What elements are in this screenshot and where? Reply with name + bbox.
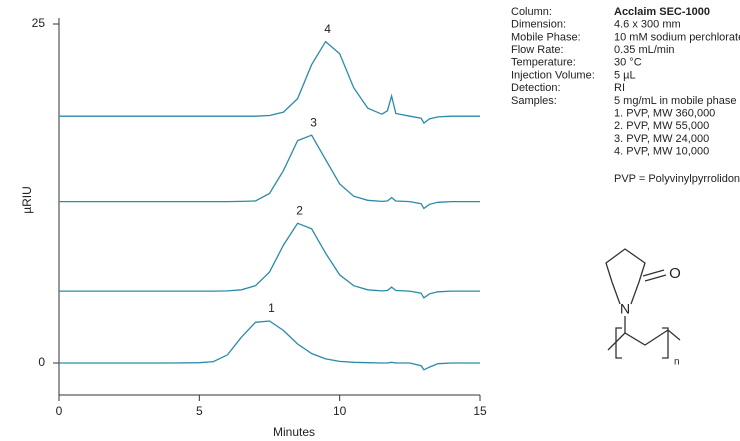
x-axis-label: Minutes xyxy=(273,425,315,439)
peak-label: 1 xyxy=(268,301,275,315)
bond xyxy=(642,269,665,277)
x-tick-label: 0 xyxy=(56,404,63,418)
trace xyxy=(59,222,480,299)
ring xyxy=(605,248,646,283)
trace xyxy=(59,320,480,371)
info-value: Acclaim SEC-1000 xyxy=(614,6,710,18)
trace xyxy=(59,40,480,124)
bond xyxy=(611,281,621,305)
info-panel: Column: Acclaim SEC-1000 Dimension: 4.6 x 3… xyxy=(511,6,740,185)
info-label: Dimension: xyxy=(511,19,566,31)
info-label: Mobile Phase: xyxy=(511,31,581,43)
x-tick-label: 10 xyxy=(333,404,347,418)
sample: 4. PVP, MW 10,000 xyxy=(614,146,709,158)
atom-label: N xyxy=(620,301,630,317)
info-value: 0.35 mL/min xyxy=(614,44,675,56)
info-value: 4.6 x 300 mm xyxy=(614,19,681,31)
info-value: 5 mg/mL in mobile phase xyxy=(614,95,737,107)
info-label: Temperature: xyxy=(511,57,576,69)
info-label: Samples: xyxy=(511,95,557,107)
x-tick-label: 15 xyxy=(473,404,487,418)
trace xyxy=(59,134,480,210)
info-value: RI xyxy=(614,82,625,94)
note: PVP = Polyvinylpyrrolidone xyxy=(614,173,740,185)
peak-label: 3 xyxy=(310,115,317,129)
subscript: n xyxy=(674,357,680,368)
y-tick-label: 25 xyxy=(32,16,46,30)
y-tick-label: 0 xyxy=(38,355,45,369)
sample: 1. PVP, MW 360,000 xyxy=(614,108,715,120)
bond xyxy=(644,274,667,282)
bracket xyxy=(662,327,669,359)
info-value: 5 µL xyxy=(614,69,636,81)
y-axis-label: µRIU xyxy=(20,186,34,214)
bracket xyxy=(615,327,622,359)
info-value: 30 °C xyxy=(614,57,642,69)
info-label: Detection: xyxy=(511,82,561,94)
sample: 3. PVP, MW 24,000 xyxy=(614,133,709,145)
info-label: Flow Rate: xyxy=(511,44,564,56)
info-value: 10 mM sodium perchlorate xyxy=(614,31,740,43)
x-tick-label: 5 xyxy=(196,404,203,418)
bond xyxy=(630,281,640,305)
backbone xyxy=(607,329,681,351)
sample: 2. PVP, MW 55,000 xyxy=(614,120,709,132)
info-label: Injection Volume: xyxy=(511,69,595,81)
peak-label: 2 xyxy=(296,204,303,218)
atom-label: O xyxy=(669,265,681,282)
structure xyxy=(605,248,681,359)
info-label: Column: xyxy=(511,6,552,18)
peak-label: 4 xyxy=(324,22,331,36)
